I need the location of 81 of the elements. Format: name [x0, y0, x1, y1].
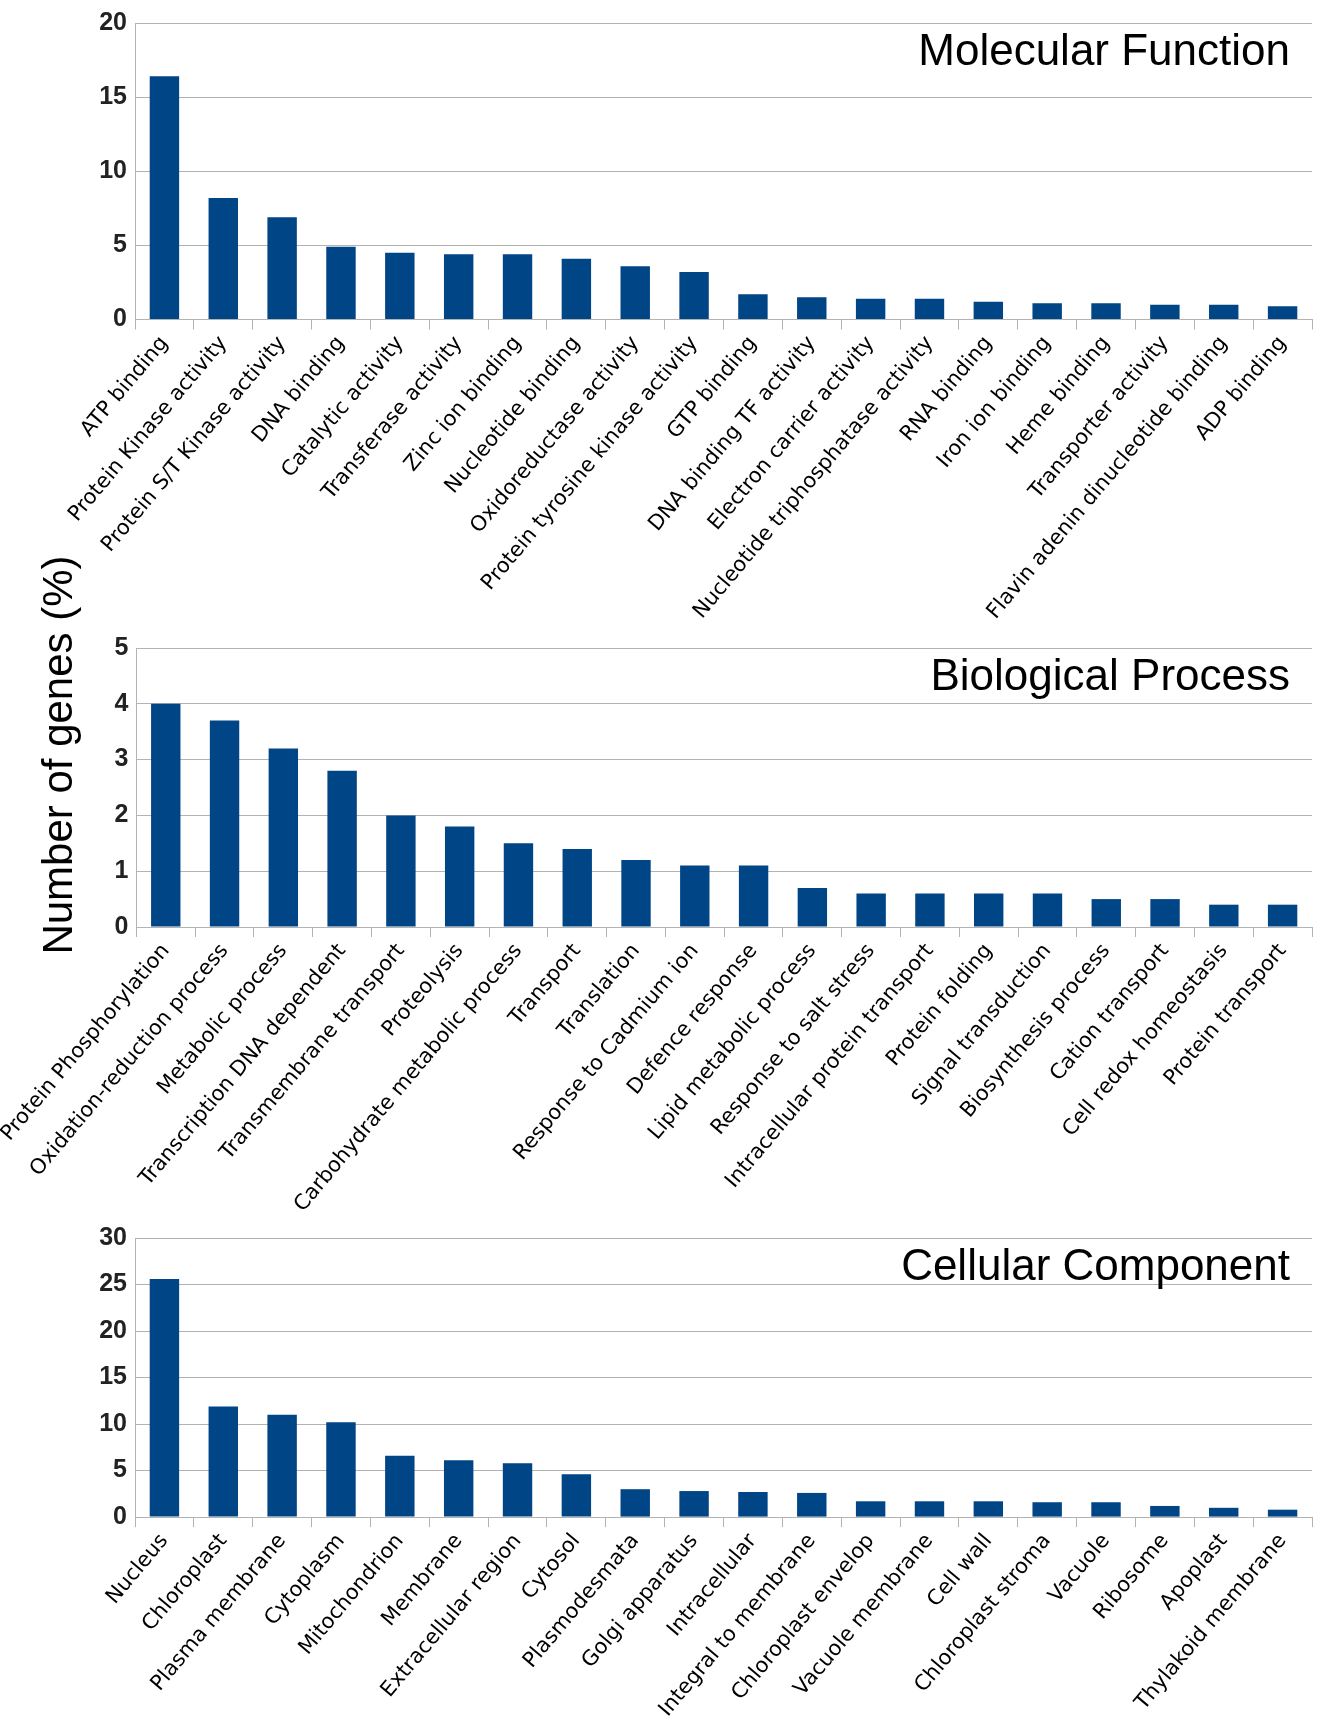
bar	[149, 76, 180, 319]
bar	[914, 298, 945, 319]
y-tick-label: 4	[114, 687, 129, 716]
chart-title: Cellular Component	[901, 1240, 1290, 1290]
bar	[679, 272, 709, 319]
bar	[1091, 1502, 1121, 1517]
bar	[1209, 304, 1239, 319]
bar	[208, 197, 238, 319]
bar	[738, 865, 769, 927]
bar	[621, 860, 651, 927]
chart-title: Molecular Function	[918, 25, 1290, 75]
bar	[443, 1460, 474, 1517]
bar	[797, 297, 827, 319]
y-tick-label: 0	[113, 303, 127, 332]
bar	[1209, 1507, 1239, 1517]
bar	[620, 1489, 650, 1517]
bar	[443, 254, 474, 319]
y-tick-label: 5	[113, 229, 128, 258]
bar	[1209, 904, 1239, 927]
y-tick-label: 10	[99, 155, 127, 184]
bar	[327, 770, 357, 927]
bar	[1150, 1505, 1180, 1517]
bar	[1150, 899, 1180, 927]
y-tick-label: 0	[113, 1501, 127, 1529]
bar	[738, 1491, 768, 1517]
y-tick-label: 0	[114, 910, 129, 939]
bar	[1032, 893, 1063, 927]
bar	[561, 1474, 592, 1517]
bar	[973, 1501, 1004, 1517]
bar	[914, 1501, 945, 1517]
bar	[1032, 303, 1062, 319]
bar	[1267, 306, 1298, 319]
y-tick-label: 25	[99, 1268, 128, 1297]
bar	[444, 826, 475, 927]
chart-title: Biological Process	[930, 650, 1290, 700]
bar	[562, 848, 592, 927]
bar	[503, 843, 534, 927]
y-tick-label: 20	[99, 1314, 127, 1343]
bar	[973, 301, 1004, 319]
bar	[797, 887, 828, 927]
bar	[267, 217, 297, 319]
bar	[915, 893, 945, 927]
y-tick-label: 10	[99, 1407, 127, 1436]
bar	[974, 893, 1004, 927]
y-tick-label: 1	[114, 855, 129, 884]
bar	[326, 1422, 356, 1517]
bar	[267, 1414, 297, 1517]
bar	[1091, 303, 1121, 319]
y-tick-label: 30	[99, 1221, 127, 1250]
bar	[797, 1492, 827, 1517]
bar	[209, 720, 240, 927]
bar	[1091, 899, 1121, 927]
bar	[208, 1406, 238, 1517]
bar	[1150, 304, 1180, 319]
bar	[855, 298, 886, 319]
bar	[680, 865, 710, 927]
bar	[620, 266, 650, 319]
y-tick-label: 2	[114, 799, 129, 828]
bar	[738, 294, 768, 319]
bar	[385, 1455, 415, 1517]
bar	[386, 815, 416, 927]
bar	[561, 258, 592, 319]
y-tick-label: 15	[99, 81, 128, 110]
bar	[1032, 1502, 1062, 1517]
y-tick-label: 5	[114, 631, 129, 660]
bar	[855, 1501, 886, 1517]
bar	[151, 703, 181, 927]
bar	[856, 893, 886, 927]
bar	[1267, 904, 1298, 927]
bar	[679, 1491, 709, 1517]
bar	[326, 246, 356, 319]
bar	[268, 748, 299, 927]
y-tick-label: 15	[99, 1361, 128, 1390]
bar	[385, 252, 415, 319]
y-tick-label: 3	[114, 743, 129, 772]
y-tick-label: 5	[113, 1454, 128, 1483]
bar	[1267, 1509, 1298, 1517]
bar	[502, 1463, 533, 1517]
bar	[149, 1278, 180, 1517]
bar	[502, 254, 533, 319]
y-tick-label: 20	[99, 6, 127, 35]
